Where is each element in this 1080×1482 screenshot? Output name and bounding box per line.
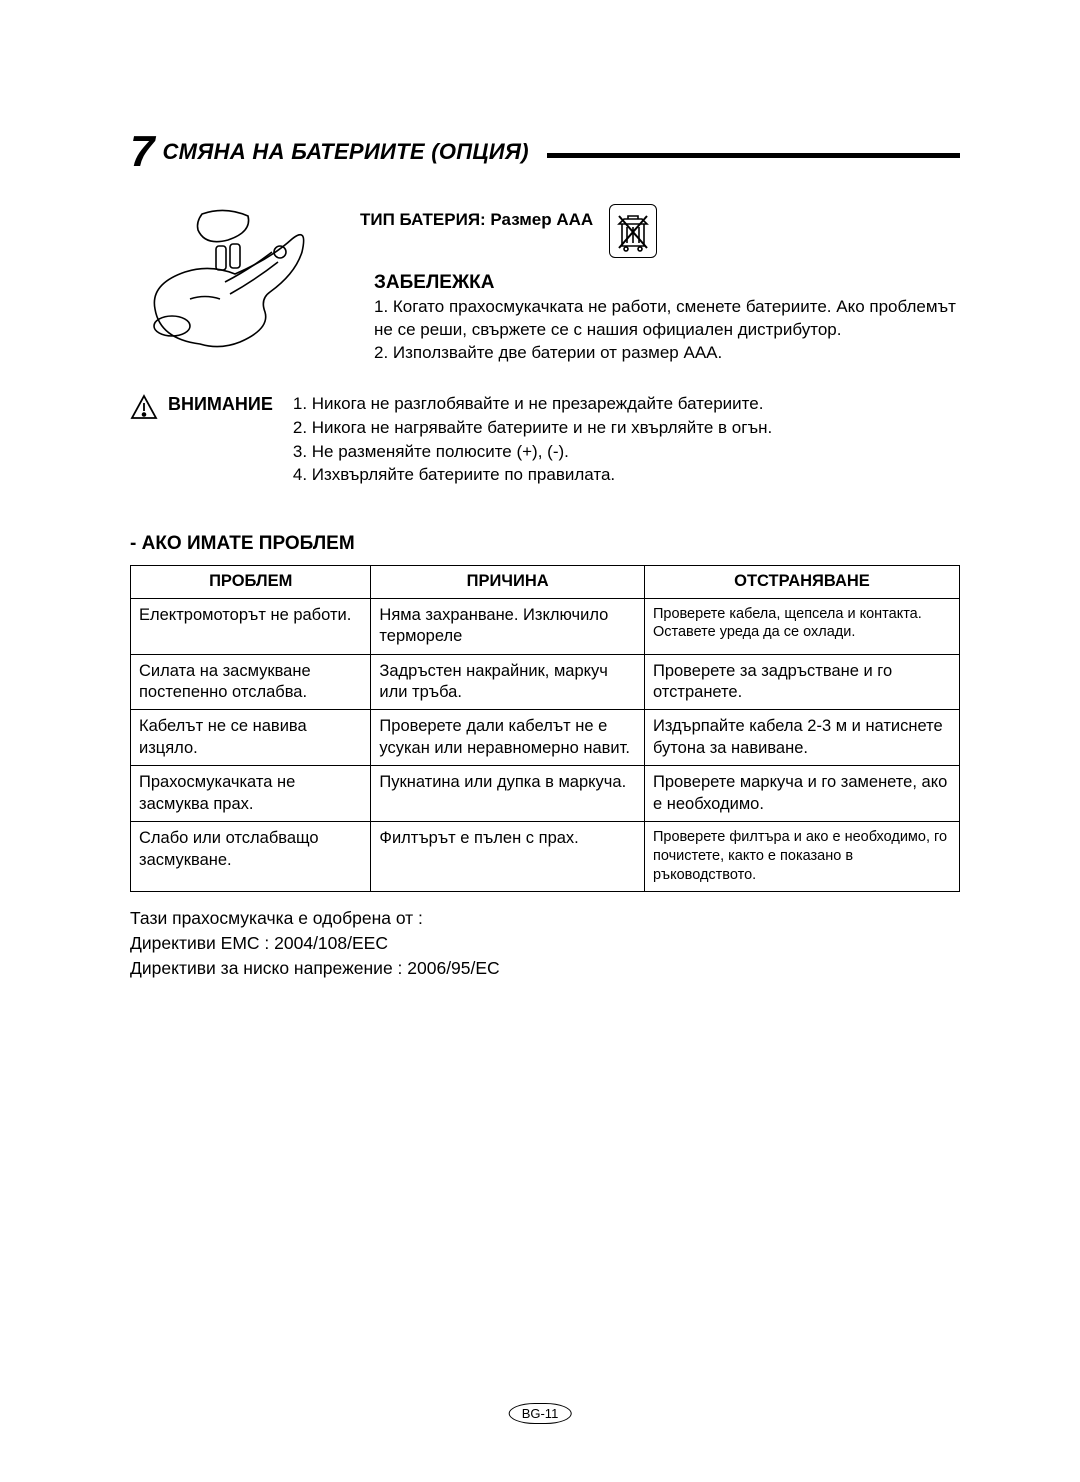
cell-problem: Силата на засмукване постепенно отслабва… (131, 654, 371, 710)
cell-solution: Издърпайте кабела 2-3 м и натиснете буто… (644, 710, 959, 766)
caution-heading: ВНИМАНИЕ (168, 394, 273, 415)
caution-item: 2. Никога не нагрявайте батериите и не г… (293, 416, 772, 440)
col-header-solution: ОТСТРАНЯВАНЕ (644, 566, 959, 598)
cell-problem: Електромоторът не работи. (131, 598, 371, 654)
approval-line: Директиви за ниско напрежение : 2006/95/… (130, 956, 960, 981)
note-item: 1. Когато прахосмукачката не работи, сме… (374, 296, 960, 342)
cell-solution: Проверете за задръстване и го отстранете… (644, 654, 959, 710)
troubleshoot-table: ПРОБЛЕМ ПРИЧИНА ОТСТРАНЯВАНЕ Електромото… (130, 565, 960, 891)
cell-solution: Проверете кабела, щепсела и контакта. Ос… (644, 598, 959, 654)
approval-line: Тази прахосмукачка е одобрена от : (130, 906, 960, 931)
cell-cause: Филтърът е пълен с прах. (371, 822, 645, 892)
approvals-block: Тази прахосмукачка е одобрена от : Дирек… (130, 906, 960, 982)
table-row: Силата на засмукване постепенно отслабва… (131, 654, 960, 710)
troubleshoot-heading: - АКО ИМАТЕ ПРОБЛЕМ (130, 533, 960, 555)
note-item: 2. Използвайте две батерии от размер AAA… (374, 342, 960, 365)
cell-cause: Проверете дали кабелът не е усукан или н… (371, 710, 645, 766)
section-title: СМЯНА НА БАТЕРИИТЕ (ОПЦИЯ) (162, 139, 528, 165)
note-heading: ЗАБЕЛЕЖКА (374, 272, 960, 294)
cell-cause: Задръстен накрайник, маркуч или тръба. (371, 654, 645, 710)
weee-disposal-icon (609, 204, 657, 258)
table-header-row: ПРОБЛЕМ ПРИЧИНА ОТСТРАНЯВАНЕ (131, 566, 960, 598)
section-header: 7 СМЯНА НА БАТЕРИИТЕ (ОПЦИЯ) (130, 130, 960, 174)
warning-triangle-icon (130, 394, 158, 420)
cell-solution: Проверете филтъра и ако е необходимо, го… (644, 822, 959, 892)
table-row: Кабелът не се навива изцяло.Проверете да… (131, 710, 960, 766)
caution-item: 4. Изхвърляйте батериите по правилата. (293, 463, 772, 487)
caution-list: 1. Никога не разглобявайте и не презареж… (293, 392, 772, 487)
header-divider (547, 153, 960, 158)
table-row: Електромоторът не работи.Няма захранване… (131, 598, 960, 654)
battery-compartment-illustration (130, 204, 340, 374)
caution-item: 1. Никога не разглобявайте и не презареж… (293, 392, 772, 416)
note-list: 1. Когато прахосмукачката не работи, сме… (374, 296, 960, 365)
col-header-problem: ПРОБЛЕМ (131, 566, 371, 598)
table-row: Слабо или отслабващо засмукване.Филтърът… (131, 822, 960, 892)
col-header-cause: ПРИЧИНА (371, 566, 645, 598)
cell-cause: Няма захранване. Изключило термореле (371, 598, 645, 654)
section-number: 7 (130, 130, 154, 174)
cell-problem: Кабелът не се навива изцяло. (131, 710, 371, 766)
page-number: BG-11 (509, 1403, 572, 1424)
approval-line: Директиви EMC : 2004/108/EEC (130, 931, 960, 956)
cell-problem: Прахосмукачката не засмуква прах. (131, 766, 371, 822)
caution-item: 3. Не разменяйте полюсите (+), (-). (293, 440, 772, 464)
table-row: Прахосмукачката не засмуква прах.Пукнати… (131, 766, 960, 822)
cell-solution: Проверете маркуча и го заменете, ако е н… (644, 766, 959, 822)
battery-type-label: ТИП БАТЕРИЯ: Размер AAA (360, 210, 593, 230)
cell-problem: Слабо или отслабващо засмукване. (131, 822, 371, 892)
cell-cause: Пукнатина или дупка в маркуча. (371, 766, 645, 822)
